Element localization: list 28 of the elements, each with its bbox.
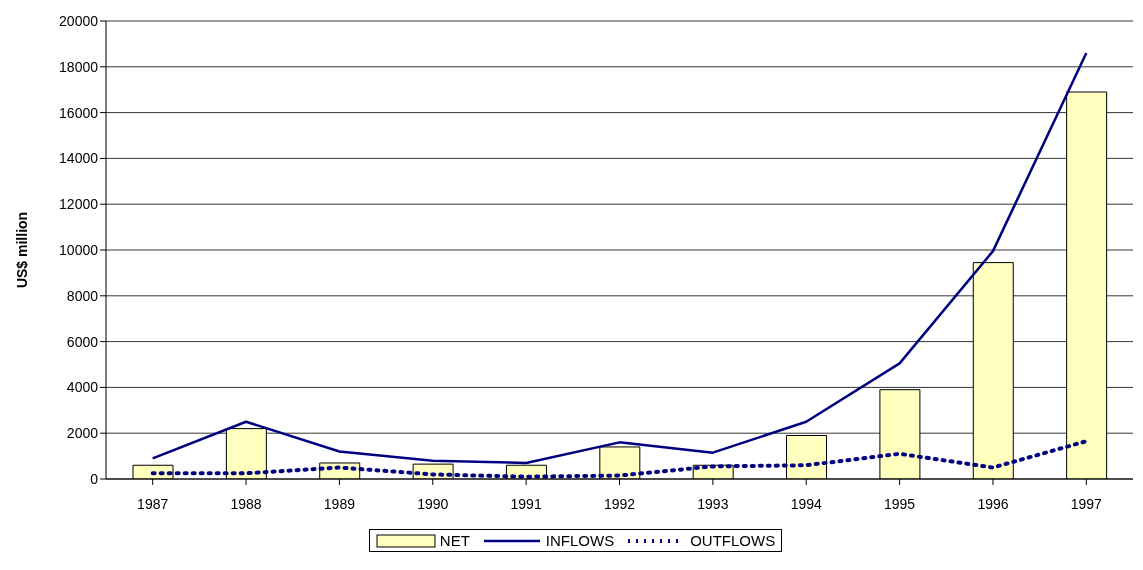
y-tick-label: 8000 bbox=[66, 287, 99, 304]
y-tick-label: 18000 bbox=[59, 58, 99, 75]
x-tick-label: 1997 bbox=[1070, 495, 1103, 512]
y-tick-label: 20000 bbox=[59, 12, 99, 29]
x-tick-label: 1991 bbox=[510, 495, 542, 512]
legend-label: NET bbox=[439, 532, 470, 549]
x-tick-label: 1987 bbox=[137, 495, 169, 512]
line-series bbox=[150, 439, 1089, 479]
legend-label: INFLOWS bbox=[545, 532, 615, 549]
y-tick-label: 10000 bbox=[59, 241, 99, 258]
y-tick-label: 14000 bbox=[59, 150, 99, 167]
y-axis-title: US$ million bbox=[13, 211, 30, 289]
x-tick-label: 1989 bbox=[323, 495, 356, 512]
x-tick-label: 1992 bbox=[603, 495, 636, 512]
y-tick-label: 2000 bbox=[66, 425, 99, 442]
line-series bbox=[151, 51, 1088, 465]
x-tick-label: 1996 bbox=[977, 495, 1009, 512]
y-tick-label: 4000 bbox=[66, 379, 99, 396]
y-tick-label: 6000 bbox=[66, 333, 99, 350]
x-tick-label: 1994 bbox=[790, 495, 823, 512]
legend-label: OUTFLOWS bbox=[690, 532, 776, 549]
y-tick-label: 12000 bbox=[59, 196, 99, 213]
x-tick-label: 1988 bbox=[230, 495, 262, 512]
x-tick-label: 1990 bbox=[417, 495, 449, 512]
y-tick-label: 16000 bbox=[59, 104, 99, 121]
x-tick-label: 1995 bbox=[884, 495, 916, 512]
x-tick-label: 1993 bbox=[697, 495, 729, 512]
y-tick-label: 0 bbox=[90, 470, 99, 487]
